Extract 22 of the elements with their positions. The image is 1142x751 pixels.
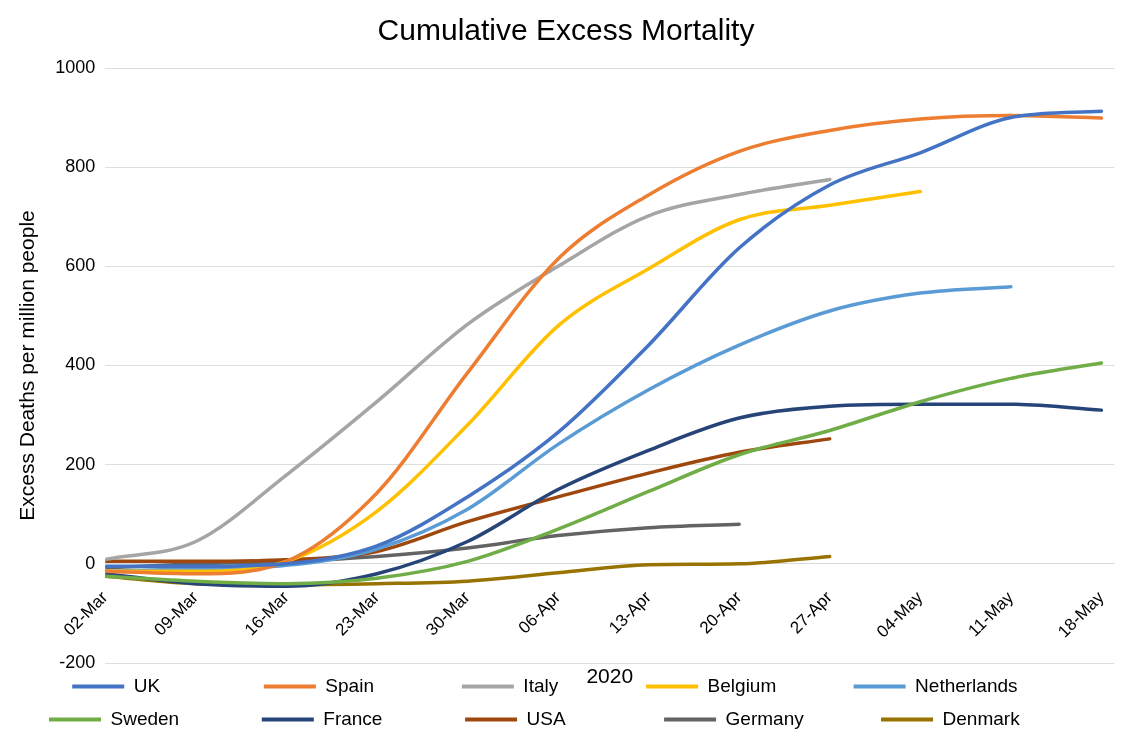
legend-label: UK [133,674,250,696]
y-tick-label: 400 [65,354,96,375]
y-tick-label: 600 [65,255,96,276]
y-tick-label: 0 [85,552,96,573]
legend-label: France [323,707,452,729]
legend-label: Netherlands [915,674,1060,696]
legend-label: Sweden [110,707,248,729]
line-series [105,177,832,562]
legend-label: Belgium [707,674,840,696]
legend-label: Germany [725,707,868,729]
legend-label: USA [526,707,650,729]
y-tick-label: 1000 [55,56,96,77]
line-series [105,361,1104,586]
legend-label: Denmark [942,707,1083,729]
y-tick-label: 200 [65,453,96,474]
y-axis-title: Excess Deaths per million people [15,210,39,521]
legend-label: Spain [325,674,448,696]
chart-title: Cumulative Excess Mortality [377,13,755,47]
y-tick-label: -200 [59,651,96,672]
legend-label: Italy [523,674,559,696]
y-tick-label: 800 [65,156,96,177]
x-axis-title: 2020 [586,663,634,687]
